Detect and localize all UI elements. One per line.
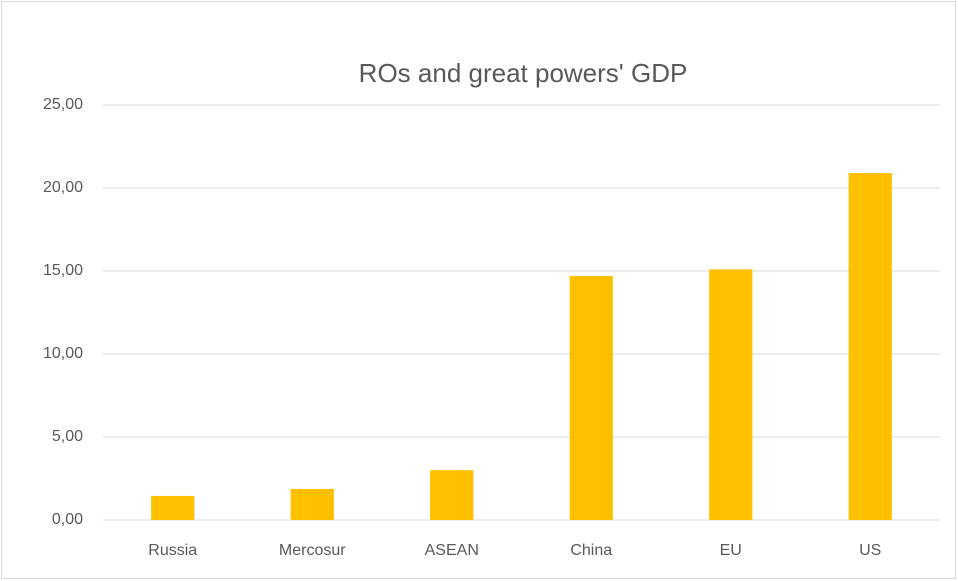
y-tick-label: 10,00 [43, 345, 83, 362]
x-tick-label: EU [720, 542, 742, 559]
bar [290, 488, 334, 520]
bar [848, 173, 892, 520]
x-tick-label: Mercosur [279, 542, 346, 559]
x-tick-label: China [570, 542, 612, 559]
chart-title: ROs and great powers' GDP [359, 58, 688, 88]
bar [151, 495, 195, 520]
y-tick-label: 5,00 [52, 428, 83, 445]
x-tick-label: Russia [148, 542, 197, 559]
y-tick-label: 25,00 [43, 96, 83, 113]
bar [430, 470, 474, 520]
y-tick-label: 15,00 [43, 262, 83, 279]
x-tick-label: ASEAN [425, 542, 479, 559]
bar [569, 275, 613, 520]
y-tick-label: 0,00 [52, 511, 83, 528]
bar [709, 269, 753, 520]
x-tick-label: US [859, 542, 881, 559]
y-tick-label: 20,00 [43, 179, 83, 196]
